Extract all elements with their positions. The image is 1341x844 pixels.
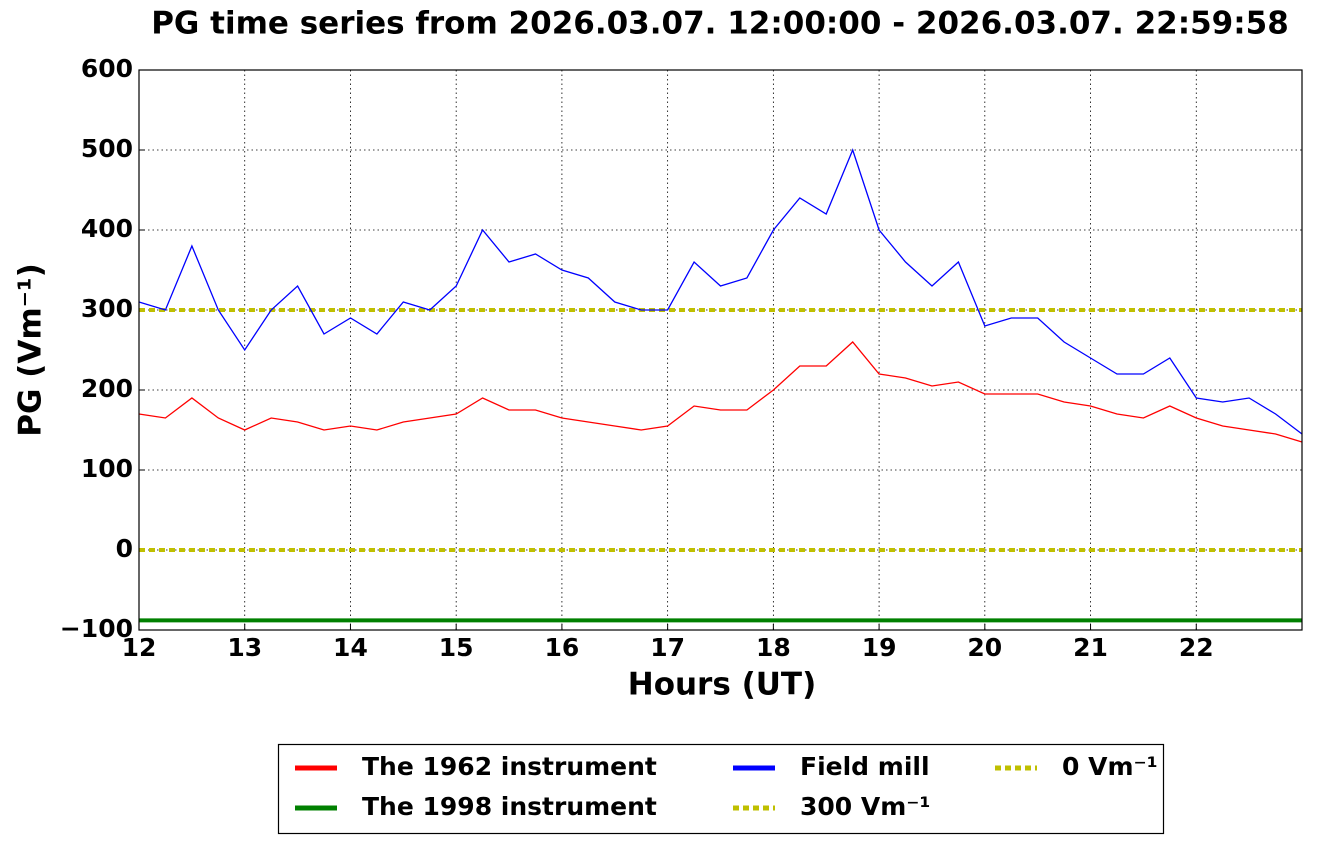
y-tick-label: 600	[81, 54, 133, 83]
x-tick-label: 14	[333, 633, 368, 662]
x-tick-label: 22	[1179, 633, 1214, 662]
y-tick-label: 0	[116, 534, 133, 563]
y-tick-label: 300	[81, 294, 133, 323]
x-axis-label: Hours (UT)	[628, 667, 817, 703]
x-tick-label: 15	[439, 633, 474, 662]
legend-label: Field mill	[800, 752, 930, 781]
y-tick-label: −100	[60, 614, 133, 643]
x-tick-label: 17	[650, 633, 685, 662]
legend-box	[277, 743, 1165, 835]
y-tick-label: 400	[81, 214, 133, 243]
series-line	[138, 341, 1303, 443]
x-tick-label: 21	[1073, 633, 1108, 662]
chart-title: PG time series from 2026.03.07. 12:00:00…	[151, 6, 1289, 42]
y-tick-label: 200	[81, 374, 133, 403]
x-tick-label: 13	[227, 633, 262, 662]
y-tick-label: 100	[81, 454, 133, 483]
x-tick-label: 12	[122, 633, 157, 662]
y-axis-label: PG (Vm⁻¹)	[13, 263, 49, 437]
x-tick-label: 18	[756, 633, 791, 662]
y-tick-label: 500	[81, 134, 133, 163]
legend-label: 0 Vm⁻¹	[1062, 752, 1158, 781]
x-tick-label: 16	[545, 633, 580, 662]
plot-frame	[138, 69, 1303, 631]
legend-label: 300 Vm⁻¹	[800, 792, 930, 821]
legend-label: The 1962 instrument	[362, 752, 657, 781]
series-line	[138, 148, 1303, 435]
legend-label: The 1998 instrument	[362, 792, 657, 821]
x-tick-label: 20	[967, 633, 1002, 662]
x-tick-label: 19	[862, 633, 897, 662]
